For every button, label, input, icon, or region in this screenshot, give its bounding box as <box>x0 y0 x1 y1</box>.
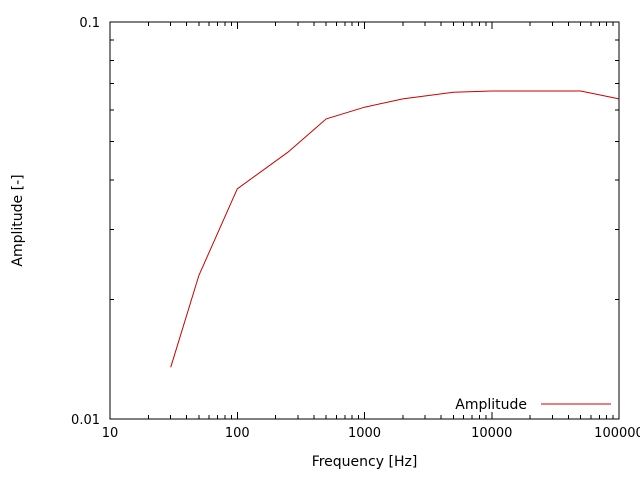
x-axis-label: Frequency [Hz] <box>312 454 418 470</box>
y-tick-label: 0.01 <box>71 413 100 428</box>
x-tick-label: 100 <box>225 426 250 441</box>
x-tick-label: 100000 <box>594 426 640 441</box>
series-line-amplitude <box>170 90 620 368</box>
x-tick-label: 10000 <box>471 426 512 441</box>
plot-frame <box>109 21 620 420</box>
y-axis-label: Amplitude [-] <box>10 174 26 266</box>
tick-marks <box>109 21 620 420</box>
y-tick-label: 0.1 <box>79 16 100 31</box>
legend: Amplitude <box>455 397 611 413</box>
x-tick-label: 10 <box>102 426 119 441</box>
legend-label: Amplitude <box>455 397 527 413</box>
y-tick-labels: 0.01 0.1 <box>71 16 100 428</box>
x-tick-labels: 10 100 1000 10000 100000 <box>102 426 640 441</box>
x-tick-label: 1000 <box>348 426 381 441</box>
